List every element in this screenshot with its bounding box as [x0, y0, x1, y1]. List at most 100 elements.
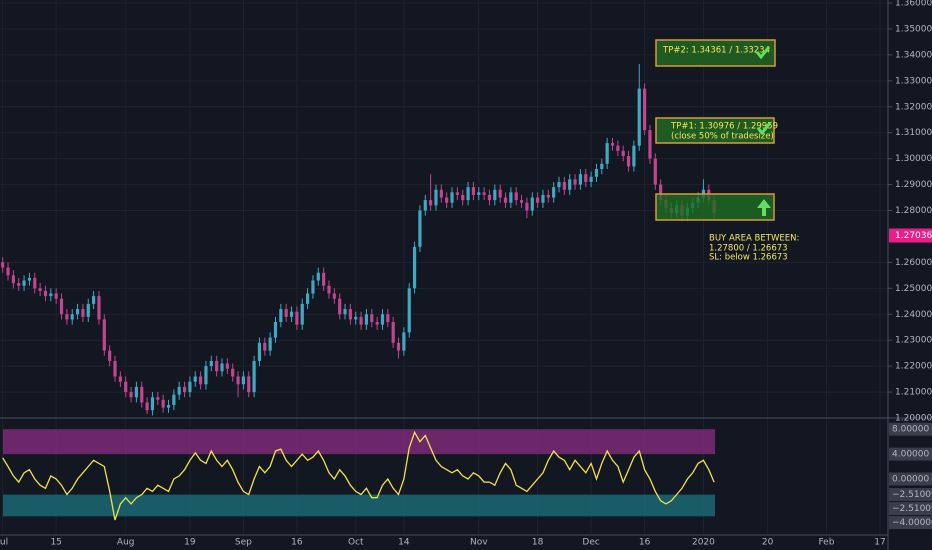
candle-body [412, 246, 417, 289]
candle-body [519, 200, 524, 203]
candle-body [59, 298, 64, 315]
candle-body [102, 319, 106, 351]
candle-body [461, 194, 465, 201]
candle-body [172, 394, 176, 406]
candle-body [295, 311, 299, 325]
candle-body [643, 88, 647, 131]
candle-body [439, 189, 443, 198]
x-tick-label: 16 [639, 538, 651, 548]
candle-body [145, 402, 149, 411]
candle-body [225, 363, 229, 369]
x-tick-label: 17 [874, 538, 885, 548]
candle-body [455, 192, 459, 195]
candle-body [530, 197, 534, 211]
candle-body [284, 309, 288, 317]
band [3, 429, 715, 455]
candle-body [610, 143, 615, 146]
candle-body [396, 342, 401, 351]
y-tick-label: 1.30000 [895, 154, 932, 164]
oscillator-tick-label: −2.51009 [892, 504, 932, 514]
candle-body [562, 181, 566, 190]
oscillator-tick-label: 0.00000 [892, 474, 929, 484]
candle-body [493, 189, 497, 201]
candle-body [637, 88, 641, 146]
x-tick-label: 15 [50, 538, 61, 548]
annotation: SL: below 1.26673 [709, 253, 788, 263]
candle-body [124, 381, 128, 393]
candle-body [594, 169, 599, 177]
tp1-box: TP#1: 1.30976 / 1.29959 (close 50% of tr… [655, 117, 778, 144]
x-tick-label: 2020 [692, 538, 715, 548]
candle-body [498, 189, 502, 198]
candle-body [343, 309, 347, 315]
candle-body [252, 360, 256, 393]
x-tick-label: Sep [235, 538, 252, 548]
annotation: 1.27800 / 1.26673 [709, 244, 788, 254]
candle-body [140, 386, 144, 403]
candle-body [434, 189, 438, 206]
candle-body [380, 314, 385, 325]
candle-body [322, 272, 326, 286]
oscillator-bands [3, 429, 715, 517]
check-icon [755, 46, 771, 60]
candle-body [166, 405, 171, 408]
y-tick-label: 1.22000 [895, 362, 932, 372]
candle-body [199, 376, 203, 385]
candle-body [65, 314, 69, 320]
candle-body [70, 314, 74, 320]
candle-body [536, 197, 540, 203]
candle-body [92, 296, 96, 304]
oscillator-tick-badge [889, 516, 932, 530]
x-tick-label: 19 [184, 538, 196, 548]
candle-body [503, 197, 508, 203]
candle-body [391, 322, 395, 343]
candle-body [257, 342, 262, 361]
candle-body [552, 187, 556, 198]
candle-body [359, 316, 363, 325]
y-tick-label: 1.36000 [895, 0, 932, 9]
candle-body [300, 303, 304, 325]
candle-body [161, 399, 165, 408]
candle-body [477, 192, 481, 195]
arrow-up-icon [757, 199, 771, 216]
candle-body [621, 150, 625, 157]
oscillator-tick-badge [889, 422, 932, 436]
candle-body [6, 267, 10, 276]
candle-body [81, 309, 85, 317]
candle-body [327, 285, 331, 294]
candle-body [525, 202, 529, 211]
candle-body [659, 184, 663, 201]
y-tick-label: 1.21000 [895, 388, 932, 398]
candle-body [514, 192, 518, 201]
buy-box: BUY AREA BETWEEN: 1.27800 / 1.26673 SL: … [655, 193, 799, 263]
candle-body [450, 192, 454, 203]
candle-body [204, 366, 208, 385]
candle-body [177, 386, 181, 395]
oscillator-tick-label: −4.00000 [892, 518, 932, 528]
candle-body [445, 197, 449, 203]
y-tick-label: 1.32000 [895, 102, 932, 112]
y-tick-label: 1.23000 [895, 336, 932, 346]
candle-body [311, 280, 315, 294]
candle-body [557, 181, 561, 188]
candle-body [108, 350, 112, 361]
candle-body [268, 337, 272, 351]
candle-body [134, 386, 139, 398]
candle-body [43, 290, 48, 297]
candle-body [402, 332, 406, 351]
candle-body [354, 316, 358, 320]
candle-body [338, 298, 342, 315]
candle-body [1, 262, 5, 268]
candle-body [332, 293, 336, 299]
candle-body [129, 392, 133, 398]
candle-body [573, 179, 577, 185]
box [655, 39, 776, 67]
candle-body [27, 277, 32, 281]
tp2-box: TP#2: 1.34361 / 1.33234 [655, 39, 776, 67]
candle-body [49, 293, 53, 297]
candle-body [241, 376, 245, 385]
candle-body [247, 376, 251, 393]
candle-body [418, 210, 422, 247]
candle-body [429, 200, 433, 206]
check-icon [756, 122, 772, 136]
